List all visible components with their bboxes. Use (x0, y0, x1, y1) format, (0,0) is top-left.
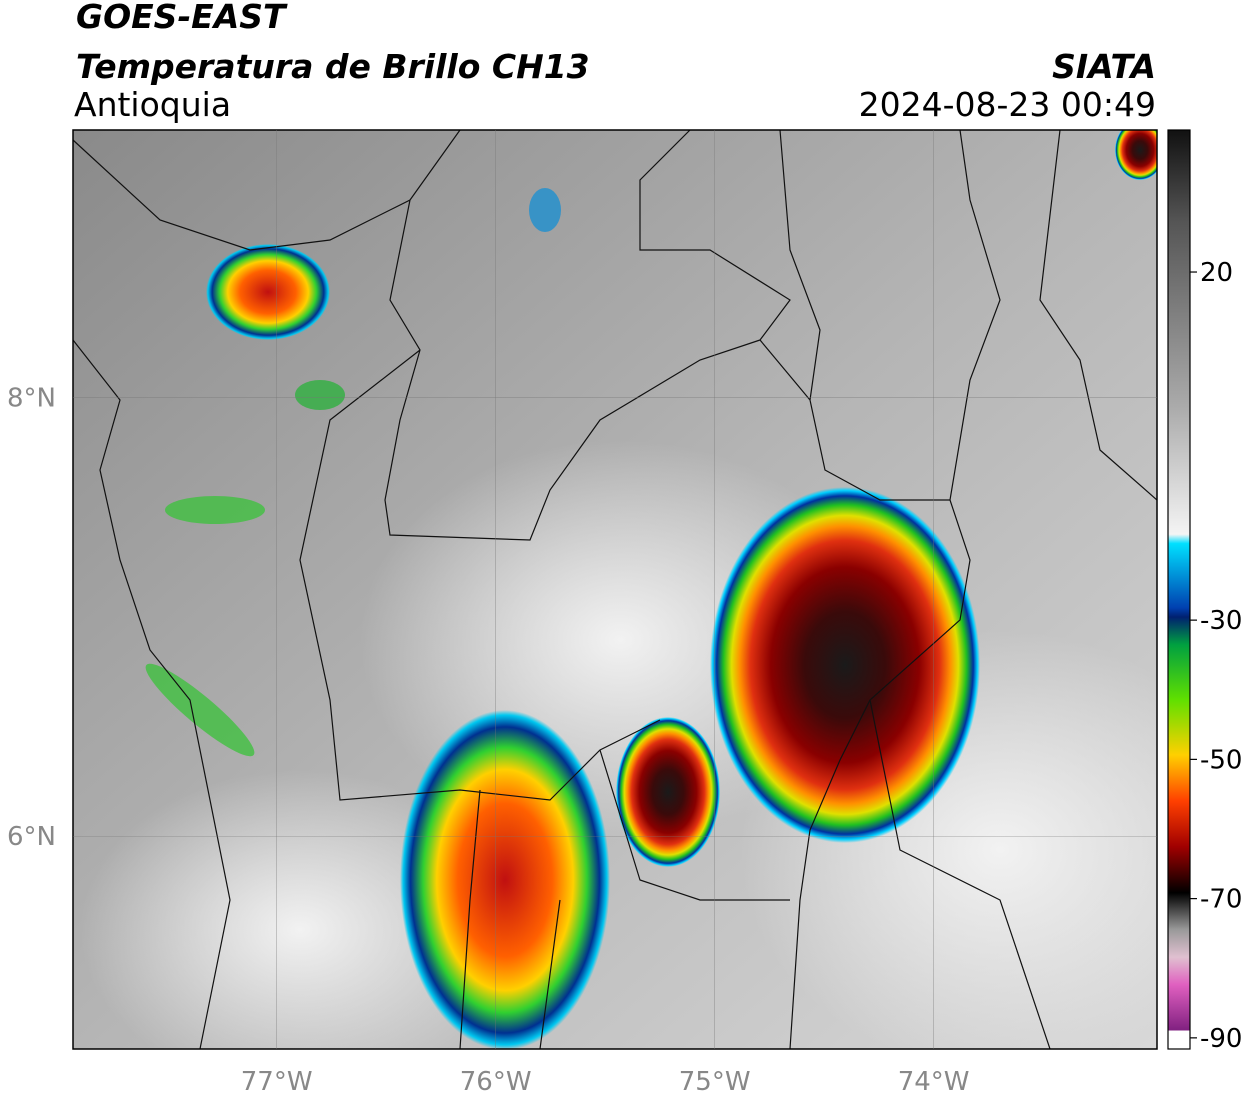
coastline (73, 339, 561, 1049)
timestamp: 2024-08-23 00:49 (859, 85, 1156, 124)
colorbar-label: -70 (1200, 885, 1242, 915)
colorbar-label: -30 (1200, 606, 1242, 636)
cloud-top (145, 663, 255, 757)
lon-label: 74°W (898, 1067, 970, 1097)
title: GOES-EAST (76, 0, 288, 36)
colorbar-label: -90 (1200, 1024, 1242, 1054)
storm-cell (206, 244, 330, 340)
subtitle: Temperatura de Brillo CH13 (76, 47, 590, 86)
region: Antioquia (74, 85, 231, 124)
lat-label: 6°N (7, 822, 56, 852)
lat-label: 8°N (7, 384, 56, 414)
storm-cell (400, 710, 610, 1049)
department-border (73, 130, 1157, 1049)
cloud-top (529, 188, 561, 232)
storm-cell (616, 717, 720, 867)
source: SIATA (1052, 47, 1156, 86)
lon-label: 76°W (460, 1067, 532, 1097)
storm-cell (1115, 130, 1157, 180)
colorbar-label: -50 (1200, 745, 1242, 775)
colorbar-label: 20 (1200, 258, 1233, 288)
cloud-top (295, 380, 345, 410)
colorbar (1167, 129, 1191, 1050)
map-frame (72, 129, 1158, 1050)
storm-cell (710, 487, 980, 843)
lon-label: 77°W (241, 1067, 313, 1097)
imagery (73, 130, 1157, 1049)
lon-label: 75°W (679, 1067, 751, 1097)
cloud-top (165, 496, 265, 524)
